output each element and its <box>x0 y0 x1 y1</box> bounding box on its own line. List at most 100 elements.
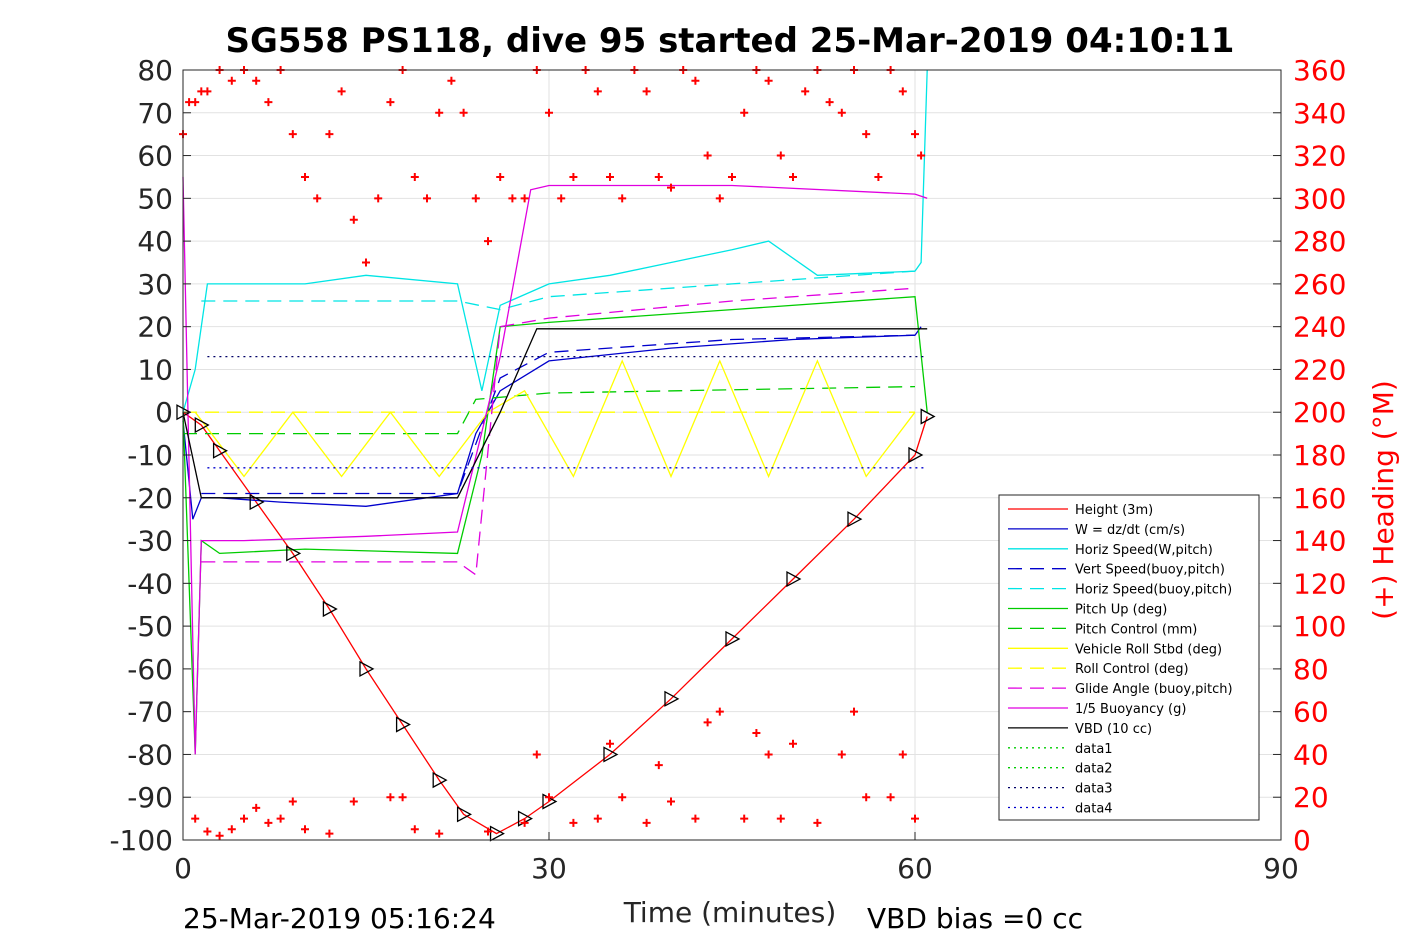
heading-point <box>715 194 724 203</box>
y-tick-label: -90 <box>127 781 173 814</box>
chart-title: SG558 PS118, dive 95 started 25-Mar-2019… <box>226 21 1235 61</box>
y-tick-label: 50 <box>137 182 173 215</box>
heading-point <box>520 194 529 203</box>
y2-tick-label: 0 <box>1293 824 1311 857</box>
y2-tick-label: 60 <box>1293 696 1329 729</box>
heading-point <box>264 818 273 827</box>
y-axis-left: 80 70 60 50 40 30 20 10 0 -10 -20 -30 -40 -50 -60 -70 -8… <box>109 54 191 857</box>
heading-point <box>423 194 431 203</box>
heading-point <box>776 814 785 823</box>
heading-point <box>874 172 883 181</box>
height-marker <box>456 806 472 823</box>
height-marker <box>194 416 210 434</box>
y-tick-label: -80 <box>127 738 173 771</box>
x-tick-label: 60 <box>897 852 933 885</box>
heading-point <box>618 793 627 802</box>
series-line <box>182 176 928 755</box>
heading-point <box>606 172 614 181</box>
y2-tick-label: 40 <box>1293 738 1329 771</box>
y-tick-label: 10 <box>137 353 173 386</box>
heading-point <box>801 87 810 96</box>
heading-point <box>740 814 749 823</box>
y-tick-label: -100 <box>109 824 173 857</box>
heading-point <box>898 87 907 96</box>
legend-label: W = dz/dt (cm/s) <box>1075 523 1185 538</box>
heading-point <box>593 814 602 823</box>
y2-tick-label: 180 <box>1293 439 1346 472</box>
heading-point <box>703 151 712 160</box>
heading-point <box>776 151 785 160</box>
height-marker <box>286 545 302 562</box>
heading-point <box>227 825 236 834</box>
heading-point <box>545 108 553 117</box>
y-tick-label: -20 <box>127 482 173 515</box>
heading-point <box>654 761 663 770</box>
height-marker <box>489 825 505 842</box>
heading-point <box>484 827 492 836</box>
y2-tick-label: 20 <box>1293 781 1329 814</box>
heading-point <box>349 215 358 224</box>
heading-point <box>484 237 492 246</box>
legend: Height (3m) W = dz/dt (cm/s) Horiz Speed(W… <box>998 494 1260 821</box>
heading-point <box>227 76 236 85</box>
y2-tick-label: 220 <box>1293 353 1346 386</box>
legend-label: Pitch Control (mm) <box>1075 622 1197 637</box>
y-tick-label: -60 <box>127 653 173 686</box>
heading-point <box>691 814 700 823</box>
y2-axis-label: (+) Heading (°M) <box>1367 380 1400 620</box>
y2-tick-label: 320 <box>1293 140 1346 173</box>
heading-point <box>593 87 602 96</box>
y-tick-label: 70 <box>137 97 173 130</box>
y-tick-label: 20 <box>137 311 173 344</box>
y2-tick-label: 200 <box>1293 396 1346 429</box>
heading-point <box>642 87 651 96</box>
height-marker <box>212 442 228 459</box>
heading-point <box>862 130 871 139</box>
heading-point <box>362 258 370 267</box>
legend-label: Vehicle Roll Stbd (deg) <box>1075 642 1222 657</box>
legend-label: 1/5 Buoyancy (g) <box>1075 702 1186 717</box>
series-line <box>201 287 916 576</box>
y-tick-label: -70 <box>127 696 173 729</box>
series-line <box>182 328 928 499</box>
legend-label: Glide Angle (buoy,pitch) <box>1075 682 1233 697</box>
heading-point <box>545 793 553 802</box>
y2-tick-label: 280 <box>1293 225 1346 258</box>
heading-point <box>911 814 919 823</box>
heading-point <box>215 831 224 840</box>
heading-point <box>325 829 334 838</box>
heading-point <box>203 827 212 836</box>
x-tick-label: 0 <box>174 852 192 885</box>
legend-label: Vert Speed(buoy,pitch) <box>1075 563 1225 578</box>
heading-point <box>728 172 736 181</box>
heading-point <box>862 793 871 802</box>
y-axis-right: 3603403203002802602402202001801601401201… <box>1273 54 1346 857</box>
heading-point <box>288 797 297 806</box>
heading-point <box>691 76 700 85</box>
y2-tick-label: 260 <box>1293 268 1346 301</box>
y-tick-label: -10 <box>127 439 173 472</box>
heading-point <box>917 151 926 160</box>
y-tick-label: 80 <box>137 54 173 87</box>
series-line <box>201 334 916 495</box>
heading-point <box>386 793 395 802</box>
legend-label: Height (3m) <box>1075 503 1153 518</box>
x-tick-label: 90 <box>1263 852 1299 885</box>
height-marker <box>359 660 375 677</box>
heading-point <box>569 818 578 827</box>
heading-point <box>740 108 749 117</box>
heading-point <box>618 194 627 203</box>
heading-point <box>825 98 834 107</box>
series-line <box>183 385 916 435</box>
heading-point <box>606 739 614 748</box>
heading-point <box>471 194 480 203</box>
y-tick-label: 60 <box>137 140 173 173</box>
heading-point <box>459 108 468 117</box>
heading-point <box>447 76 456 85</box>
height-marker <box>725 630 741 648</box>
heading-point <box>349 797 358 806</box>
footer-timestamp: 25-Mar-2019 05:16:24 <box>183 902 496 935</box>
heading-point <box>667 797 675 806</box>
y-tick-label: 40 <box>137 225 173 258</box>
heading-point <box>398 793 407 802</box>
